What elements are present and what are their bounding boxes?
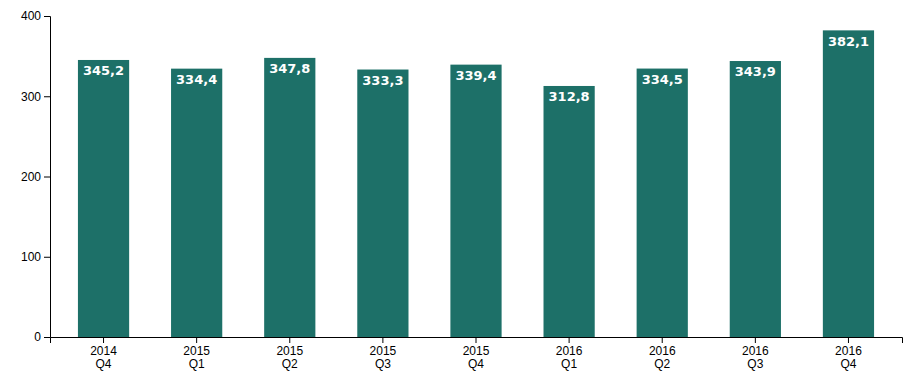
x-tick-label-line: Q4 (468, 357, 484, 371)
x-tick-mark (755, 337, 756, 343)
y-tick-mark (44, 337, 50, 338)
x-tick-label: 2016Q4 (835, 344, 862, 372)
x-tick: 2016Q3 (742, 337, 769, 371)
x-tick-mark (848, 337, 849, 343)
bar (450, 65, 501, 337)
x-tick-label: 2015Q1 (183, 344, 210, 372)
x-axis-line (51, 338, 903, 344)
y-tick-label: 400 (21, 9, 41, 23)
data-labels: 345,2 334,4 347,8 333,3 339,4 312,8 334,5 343,9… (83, 34, 869, 105)
x-tick: 2015Q3 (370, 337, 397, 371)
y-tick: 400 (21, 9, 50, 23)
x-tick-label-line: 2015 (183, 344, 210, 358)
y-tick-label: 100 (21, 250, 41, 264)
x-tick-label-line: Q1 (189, 357, 205, 371)
y-tick-label: 300 (21, 90, 41, 104)
x-tick-mark (382, 337, 383, 343)
y-tick: 300 (21, 90, 50, 104)
y-tick: 200 (21, 170, 50, 184)
x-tick-label-line: 2016 (742, 344, 769, 358)
x-tick-label-line: 2015 (370, 344, 397, 358)
x-tick: 2014Q4 (90, 337, 117, 371)
y-tick-mark (44, 257, 50, 258)
x-tick-mark (196, 337, 197, 343)
x-tick: 2016Q4 (835, 337, 862, 371)
x-tick-label-line: 2016 (649, 344, 676, 358)
y-tick: 100 (21, 250, 50, 264)
x-tick-label-line: Q4 (96, 357, 112, 371)
bar (544, 86, 595, 337)
x-tick: 2016Q1 (556, 337, 583, 371)
x-tick: 2015Q2 (276, 337, 303, 371)
y-axis-line (44, 17, 51, 338)
x-tick-label: 2016Q2 (649, 344, 676, 372)
bars (78, 30, 874, 337)
y-axis: 0 100 200 300 400 (21, 9, 51, 344)
x-tick-label-line: 2015 (463, 344, 490, 358)
y-tick-label: 0 (34, 330, 41, 344)
bar (171, 69, 222, 337)
x-tick-mark (662, 337, 663, 343)
y-tick-label: 200 (21, 170, 41, 184)
y-tick-mark (44, 177, 50, 178)
x-tick-label: 2014Q4 (90, 344, 117, 372)
x-tick-label-line: Q3 (747, 357, 763, 371)
x-tick-mark (569, 337, 570, 343)
data-label: 312,8 (549, 89, 590, 104)
data-label: 333,3 (362, 73, 403, 88)
x-tick-label-line: Q2 (654, 357, 670, 371)
bar (78, 60, 129, 337)
x-tick-label: 2015Q4 (463, 344, 490, 372)
x-tick-label-line: Q3 (375, 357, 391, 371)
x-tick-label-line: 2014 (90, 344, 117, 358)
y-tick-mark (44, 96, 50, 97)
bar (823, 30, 874, 337)
x-tick-label-line: 2015 (276, 344, 303, 358)
data-label: 339,4 (455, 68, 496, 83)
data-label: 382,1 (828, 34, 869, 49)
data-label: 343,9 (735, 64, 776, 79)
chart-svg: 2014Q42015Q12015Q22015Q32015Q42016Q12016… (0, 0, 922, 385)
y-tick-mark (44, 16, 50, 17)
x-tick-label: 2016Q1 (556, 344, 583, 372)
data-label: 345,2 (83, 63, 124, 78)
x-tick-label-line: 2016 (835, 344, 862, 358)
x-tick-label-line: Q2 (282, 357, 298, 371)
x-tick: 2015Q1 (183, 337, 210, 371)
bar (264, 58, 315, 337)
chart-container: 2014Q42015Q12015Q22015Q32015Q42016Q12016… (0, 0, 922, 385)
x-tick: 2016Q2 (649, 337, 676, 371)
x-tick-label: 2015Q2 (276, 344, 303, 372)
x-tick-mark (103, 337, 104, 343)
data-label: 334,5 (642, 72, 683, 87)
x-tick-mark (289, 337, 290, 343)
x-tick-label-line: 2016 (556, 344, 583, 358)
y-tick: 0 (34, 330, 50, 344)
x-tick: 2015Q4 (463, 337, 490, 371)
data-label: 334,4 (176, 72, 217, 87)
plot-area: 2014Q42015Q12015Q22015Q32015Q42016Q12016… (21, 9, 903, 371)
data-label: 347,8 (269, 61, 310, 76)
bar (637, 69, 688, 337)
x-tick-label-line: Q1 (561, 357, 577, 371)
bar (357, 70, 408, 337)
x-tick-label: 2016Q3 (742, 344, 769, 372)
x-axis: 2014Q42015Q12015Q22015Q32015Q42016Q12016… (51, 337, 903, 371)
x-tick-label-line: Q4 (840, 357, 856, 371)
bar (730, 61, 781, 337)
x-tick-mark (476, 337, 477, 343)
x-tick-label: 2015Q3 (370, 344, 397, 372)
